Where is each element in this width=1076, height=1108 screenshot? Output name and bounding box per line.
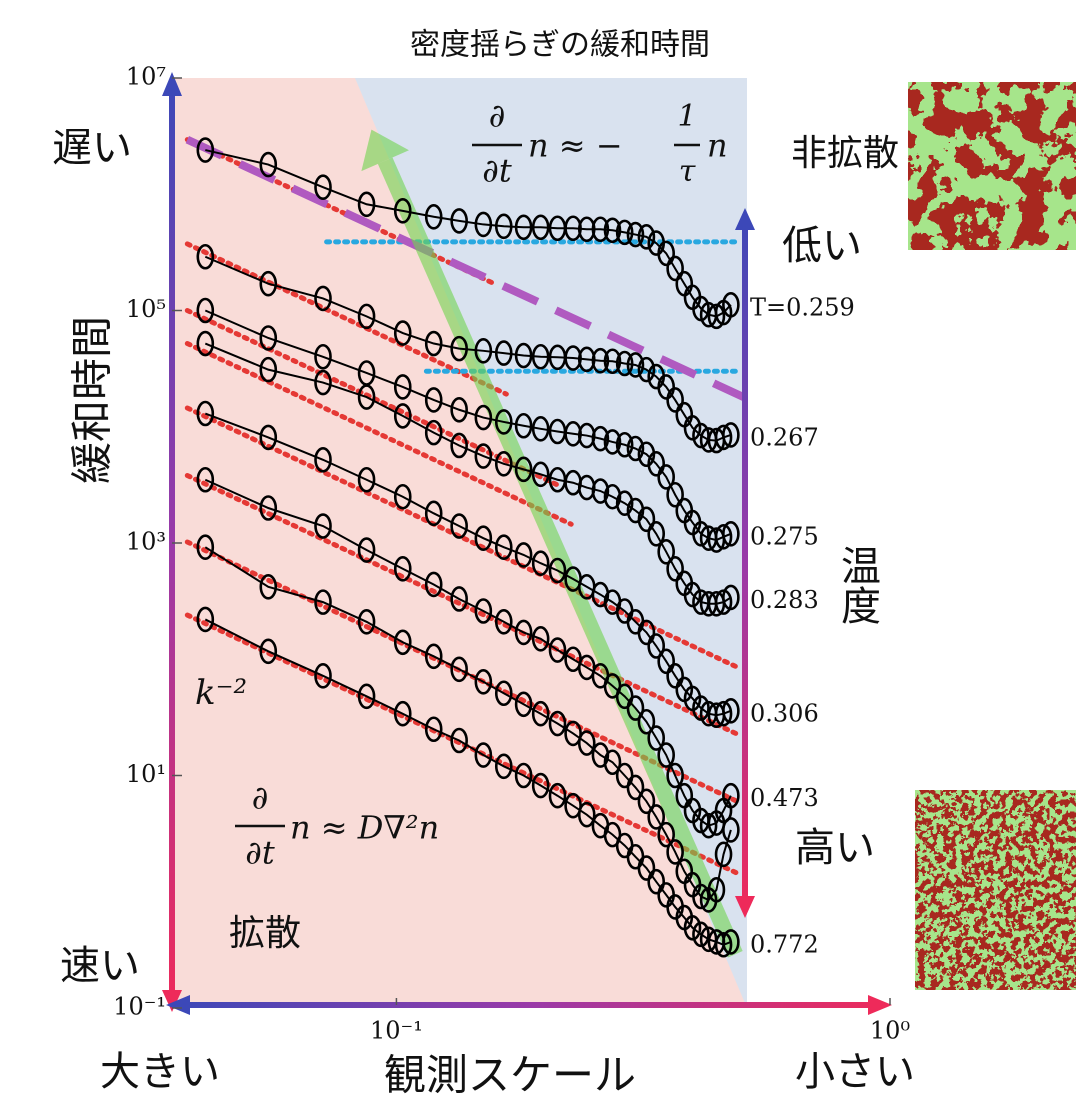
nondiffusive-label: 非拡散 [791, 133, 899, 174]
series-label: 0.473 [750, 784, 819, 812]
x-axis-label: 観測スケール [384, 1051, 636, 1100]
slow-label: 遅い [52, 125, 132, 171]
snapshot-low-texture [908, 82, 1076, 250]
fast-label: 速い [60, 943, 140, 989]
equation-part: n ≈ − [528, 127, 623, 165]
y-tick-label: 10⁻¹ [113, 993, 166, 1021]
equation-part: 1 [677, 99, 696, 134]
y-tick-label: 10¹ [126, 760, 166, 788]
series-label: 0.772 [750, 930, 819, 958]
series-label: T=0.259 [750, 293, 855, 321]
equation-part: ∂ [489, 97, 506, 135]
y-tick-label: 10⁵ [126, 295, 166, 323]
snapshot-high-texture [915, 790, 1076, 990]
x-tick-label: 10⁰ [870, 1017, 910, 1045]
high-label: 高い [795, 825, 875, 871]
chart: T=0.259 0.267 0.275 0.283 0.306 0.473 0.772 密度… [0, 0, 1076, 1104]
equation-part: τ [679, 154, 696, 189]
y-tick-label: 10³ [126, 528, 166, 556]
equation-part: n ≈ D∇²n [290, 809, 439, 847]
series-label: 0.283 [750, 586, 819, 614]
power-law-label: k⁻² [195, 673, 247, 713]
equation-part: ∂t [482, 152, 512, 190]
equation-part: n [707, 127, 728, 165]
y-axis-label: 緩和時間 [68, 316, 117, 484]
temperature-label: 温度 [834, 545, 880, 625]
series-label: 0.275 [750, 522, 819, 550]
small-label: 小さい [795, 1049, 915, 1095]
equation-part: ∂t [245, 834, 275, 872]
snapshots [908, 82, 1076, 990]
large-label: 大きい [100, 1049, 220, 1095]
equation-part: ∂ [252, 779, 269, 817]
chart-title: 密度揺らぎの緩和時間 [410, 28, 710, 63]
low-label: 低い [782, 223, 862, 269]
x-tick-label: 10⁻¹ [370, 1017, 423, 1045]
arrowhead [868, 995, 892, 1015]
diffusive-label: 拡散 [229, 913, 301, 954]
series-label: 0.306 [750, 699, 819, 727]
series-label: 0.267 [750, 423, 819, 451]
y-tick-label: 10⁷ [126, 63, 166, 91]
